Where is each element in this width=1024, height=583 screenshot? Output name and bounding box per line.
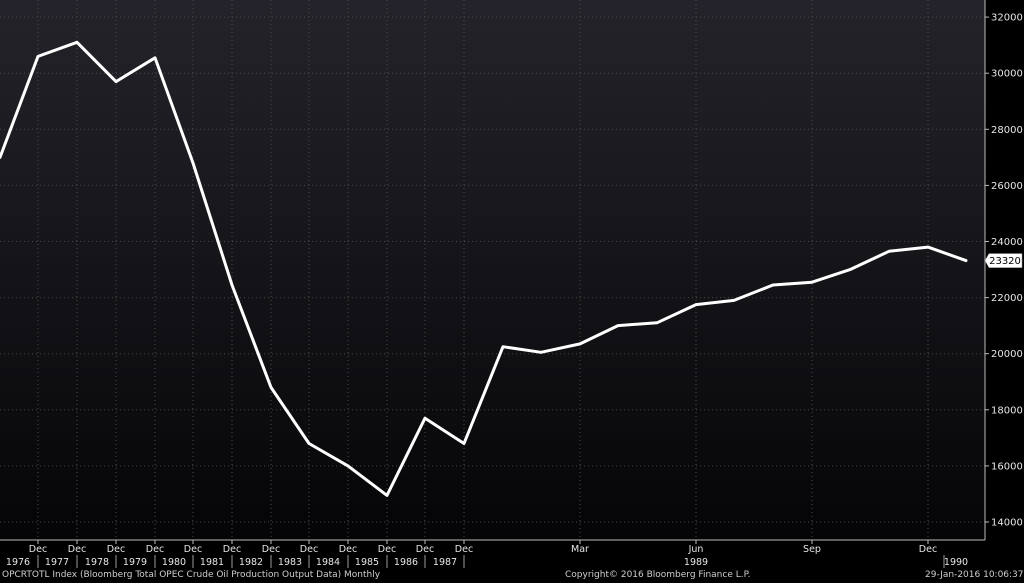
x-tick-label-month: Dec xyxy=(262,544,280,555)
x-tick-label-year: 1985 xyxy=(355,557,379,568)
x-tick-label-year: 1977 xyxy=(45,557,69,568)
chart: Dec Dec Dec Dec Dec Dec Dec Dec Dec Dec Dec Dec Mar J… xyxy=(0,0,1023,568)
last-value-label: 23320 xyxy=(989,256,1021,267)
y-tick-label: 22000 xyxy=(991,293,1023,304)
y-tick-label: 16000 xyxy=(991,461,1023,472)
x-tick-label-month: Dec xyxy=(223,544,241,555)
x-tick-label-year: 1982 xyxy=(239,557,263,568)
footer-timestamp: 29-Jan-2016 10:06:37 xyxy=(925,570,1024,580)
x-tick-label-year: 1986 xyxy=(394,557,418,568)
series-layer xyxy=(0,40,968,497)
x-tick-label-year: 1990 xyxy=(944,557,968,568)
x-axis: Dec Dec Dec Dec Dec Dec Dec Dec Dec Dec Dec Dec Mar J… xyxy=(0,539,985,568)
x-tick-label-year: 1987 xyxy=(433,557,457,568)
plot-background xyxy=(0,0,985,540)
y-tick-label: 18000 xyxy=(991,405,1023,416)
x-tick-label-month: Dec xyxy=(919,544,937,555)
y-tick-label: 28000 xyxy=(991,125,1023,136)
x-tick-label-year: 1989 xyxy=(684,557,708,568)
x-tick-label-month: Dec xyxy=(455,544,473,555)
footer-bar: OPCRTOTL Index (Bloomberg Total OPEC Cru… xyxy=(0,568,1024,583)
y-axis: 14000 16000 18000 20000 22000 24000 26000 28000… xyxy=(984,0,1023,540)
x-tick-label-month: Dec xyxy=(29,544,47,555)
x-tick-label-year: 1979 xyxy=(123,557,147,568)
x-tick-label-month: Dec xyxy=(339,544,357,555)
gridlines xyxy=(0,0,985,540)
x-tick-label-month: Jun xyxy=(688,544,704,555)
x-tick-label-month: Mar xyxy=(571,544,589,555)
x-tick-label-month: Dec xyxy=(416,544,434,555)
x-tick-label-month: Dec xyxy=(107,544,125,555)
x-tick-label-month: Dec xyxy=(378,544,396,555)
series-line-opec-production xyxy=(0,40,968,497)
y-tick-label: 24000 xyxy=(991,237,1023,248)
y-tick-label: 20000 xyxy=(991,349,1023,360)
y-tick-label: 14000 xyxy=(991,518,1023,529)
footer-ticker-description: OPCRTOTL Index (Bloomberg Total OPEC Cru… xyxy=(2,570,381,580)
x-tick-label-month: Dec xyxy=(68,544,86,555)
y-tick-label: 30000 xyxy=(991,69,1023,80)
x-tick-label-year: 1976 xyxy=(6,557,30,568)
x-tick-label-month: Dec xyxy=(300,544,318,555)
x-tick-label-month: Dec xyxy=(184,544,202,555)
last-value-box xyxy=(984,253,1023,268)
x-tick-label-year: 1981 xyxy=(200,557,224,568)
y-tick-label: 32000 xyxy=(991,13,1023,24)
footer-copyright: Copyright© 2016 Bloomberg Finance L.P. xyxy=(565,570,751,580)
x-tick-label-year: 1983 xyxy=(278,557,302,568)
x-tick-label-year: 1980 xyxy=(162,557,186,568)
y-tick-label: 26000 xyxy=(991,181,1023,192)
x-tick-label-month: Sep xyxy=(803,544,821,555)
last-value-callout: 23320 xyxy=(984,253,1023,268)
x-tick-label-month: Dec xyxy=(146,544,164,555)
x-tick-label-year: 1978 xyxy=(85,557,109,568)
x-tick-label-year: 1984 xyxy=(316,557,340,568)
